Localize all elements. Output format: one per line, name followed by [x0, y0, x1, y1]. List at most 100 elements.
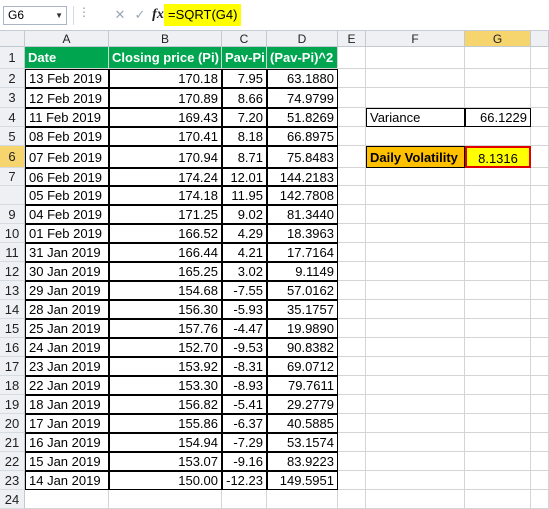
empty-cell[interactable]: [531, 69, 549, 88]
deviation-cell[interactable]: 8.66: [222, 88, 267, 108]
empty-cell[interactable]: [531, 127, 549, 146]
date-cell[interactable]: 30 Jan 2019: [25, 262, 109, 281]
empty-cell[interactable]: [465, 490, 531, 509]
squared-deviation-cell[interactable]: 35.1757: [267, 300, 338, 319]
empty-cell[interactable]: [465, 69, 531, 88]
empty-cell[interactable]: [465, 300, 531, 319]
closing-price-cell[interactable]: 174.18: [109, 186, 222, 205]
select-all-corner[interactable]: [0, 31, 25, 47]
empty-cell[interactable]: [338, 262, 366, 281]
deviation-cell[interactable]: -7.55: [222, 281, 267, 300]
deviation-cell[interactable]: -9.53: [222, 338, 267, 357]
empty-cell[interactable]: [465, 88, 531, 108]
empty-cell[interactable]: [531, 168, 549, 186]
empty-cell[interactable]: [366, 243, 465, 262]
empty-cell[interactable]: [531, 490, 549, 509]
closing-price-cell[interactable]: 155.86: [109, 414, 222, 433]
row-header[interactable]: 20: [0, 414, 25, 433]
empty-cell[interactable]: [338, 224, 366, 243]
deviation-cell[interactable]: 4.21: [222, 243, 267, 262]
chevron-down-icon[interactable]: ▼: [55, 11, 63, 20]
empty-cell[interactable]: [465, 127, 531, 146]
closing-price-cell[interactable]: 156.30: [109, 300, 222, 319]
header-date[interactable]: Date: [25, 47, 109, 69]
squared-deviation-cell[interactable]: 81.3440: [267, 205, 338, 224]
deviation-cell[interactable]: 7.20: [222, 108, 267, 127]
closing-price-cell[interactable]: 166.52: [109, 224, 222, 243]
date-cell[interactable]: 31 Jan 2019: [25, 243, 109, 262]
closing-price-cell[interactable]: 152.70: [109, 338, 222, 357]
column-header-d[interactable]: D: [267, 31, 338, 47]
row-header[interactable]: 12: [0, 262, 25, 281]
closing-price-cell[interactable]: 154.94: [109, 433, 222, 452]
squared-deviation-cell[interactable]: 19.9890: [267, 319, 338, 338]
row-header[interactable]: 18: [0, 376, 25, 395]
empty-cell[interactable]: [338, 471, 366, 490]
deviation-cell[interactable]: -9.16: [222, 452, 267, 471]
closing-price-cell[interactable]: 166.44: [109, 243, 222, 262]
column-header-e[interactable]: E: [338, 31, 366, 47]
date-cell[interactable]: 18 Jan 2019: [25, 395, 109, 414]
cancel-icon[interactable]: ✕: [114, 7, 126, 22]
empty-cell[interactable]: [338, 338, 366, 357]
row-header[interactable]: 2: [0, 69, 25, 88]
empty-cell[interactable]: [465, 186, 531, 205]
closing-price-cell[interactable]: [109, 490, 222, 509]
deviation-cell[interactable]: -5.41: [222, 395, 267, 414]
empty-cell[interactable]: [465, 262, 531, 281]
column-header-b[interactable]: B: [109, 31, 222, 47]
empty-cell[interactable]: [531, 205, 549, 224]
empty-cell[interactable]: [465, 243, 531, 262]
empty-cell[interactable]: [338, 127, 366, 146]
empty-cell[interactable]: [531, 146, 549, 168]
deviation-cell[interactable]: 11.95: [222, 186, 267, 205]
empty-cell[interactable]: [366, 433, 465, 452]
empty-cell[interactable]: [338, 281, 366, 300]
empty-cell[interactable]: [531, 452, 549, 471]
empty-cell[interactable]: [338, 47, 366, 69]
empty-cell[interactable]: [366, 319, 465, 338]
deviation-cell[interactable]: [222, 490, 267, 509]
date-cell[interactable]: 24 Jan 2019: [25, 338, 109, 357]
volatility-label[interactable]: Daily Volatility: [366, 146, 465, 168]
date-cell[interactable]: 04 Feb 2019: [25, 205, 109, 224]
closing-price-cell[interactable]: 174.24: [109, 168, 222, 186]
closing-price-cell[interactable]: 157.76: [109, 319, 222, 338]
insert-function-button[interactable]: fx: [152, 7, 164, 22]
closing-price-cell[interactable]: 153.07: [109, 452, 222, 471]
drag-handle-icon[interactable]: ⋮: [78, 5, 91, 19]
empty-cell[interactable]: [366, 186, 465, 205]
empty-cell[interactable]: [465, 376, 531, 395]
deviation-cell[interactable]: 9.02: [222, 205, 267, 224]
empty-cell[interactable]: [531, 319, 549, 338]
deviation-cell[interactable]: 12.01: [222, 168, 267, 186]
empty-cell[interactable]: [531, 433, 549, 452]
empty-cell[interactable]: [531, 281, 549, 300]
date-cell[interactable]: 25 Jan 2019: [25, 319, 109, 338]
empty-cell[interactable]: [366, 168, 465, 186]
deviation-cell[interactable]: -7.29: [222, 433, 267, 452]
squared-deviation-cell[interactable]: 53.1574: [267, 433, 338, 452]
empty-cell[interactable]: [465, 395, 531, 414]
empty-cell[interactable]: [338, 414, 366, 433]
empty-cell[interactable]: [465, 47, 531, 69]
date-cell[interactable]: 13 Feb 2019: [25, 69, 109, 88]
empty-cell[interactable]: [366, 357, 465, 376]
empty-cell[interactable]: [366, 47, 465, 69]
row-header[interactable]: 11: [0, 243, 25, 262]
closing-price-cell[interactable]: 156.82: [109, 395, 222, 414]
deviation-cell[interactable]: -8.31: [222, 357, 267, 376]
squared-deviation-cell[interactable]: 9.1149: [267, 262, 338, 281]
empty-cell[interactable]: [338, 146, 366, 168]
row-header[interactable]: 13: [0, 281, 25, 300]
empty-cell[interactable]: [366, 69, 465, 88]
deviation-cell[interactable]: 8.18: [222, 127, 267, 146]
volatility-value[interactable]: 8.1316: [465, 146, 531, 168]
deviation-cell[interactable]: -6.37: [222, 414, 267, 433]
squared-deviation-cell[interactable]: 69.0712: [267, 357, 338, 376]
column-header-c[interactable]: C: [222, 31, 267, 47]
deviation-cell[interactable]: -12.23: [222, 471, 267, 490]
empty-cell[interactable]: [531, 357, 549, 376]
deviation-cell[interactable]: 3.02: [222, 262, 267, 281]
empty-cell[interactable]: [465, 168, 531, 186]
